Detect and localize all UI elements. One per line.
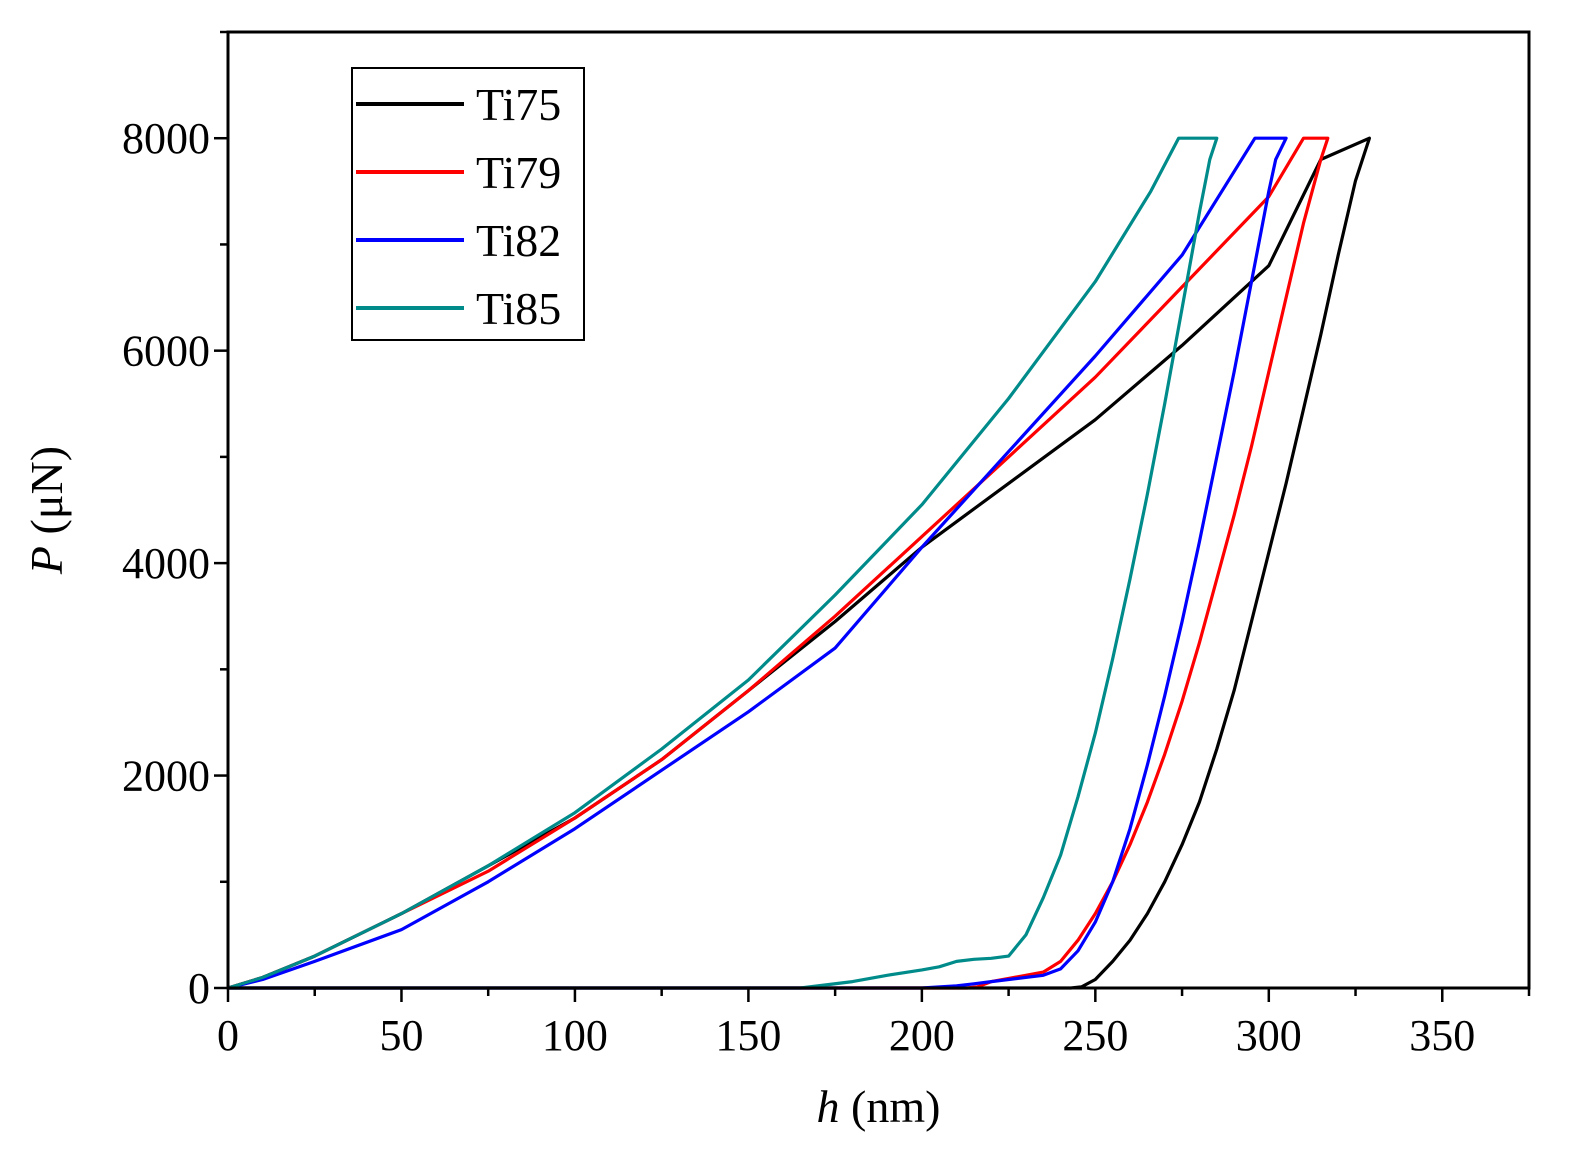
x-tick-label: 100 [542, 1011, 608, 1060]
axes-group: 0 50 100 150 200 250 300 350 0 2000 4000 6000 8000 h … [21, 30, 1531, 1132]
y-tick-label: 2000 [122, 752, 210, 801]
y-tick-label: 4000 [122, 539, 210, 588]
x-tick-label: 150 [715, 1011, 781, 1060]
legend: Ti75 Ti79 Ti82 Ti85 [351, 67, 585, 341]
x-axis-unit: (nm) [840, 1081, 941, 1132]
y-tick-label: 8000 [122, 114, 210, 163]
legend-box [351, 67, 585, 341]
legend-label-ti75: Ti75 [476, 79, 561, 130]
x-tick-label: 0 [217, 1011, 239, 1060]
legend-label-ti79: Ti79 [476, 147, 561, 198]
y-tick-label: 0 [188, 964, 210, 1013]
x-tick-label: 300 [1236, 1011, 1302, 1060]
x-tick-label: 50 [379, 1011, 423, 1060]
y-tick-label: 6000 [122, 327, 210, 376]
x-axis-symbol: h [817, 1081, 840, 1132]
x-axis-title: h (nm) [817, 1081, 941, 1132]
series-line-ti85 [226, 136, 1219, 990]
legend-label-ti85: Ti85 [476, 283, 561, 334]
series-line-ti79 [226, 136, 1330, 990]
x-tick-label: 200 [889, 1011, 955, 1060]
y-axis-title: P (μN) [21, 446, 72, 575]
y-axis-symbol: P [21, 546, 72, 575]
y-axis-unit: (μN) [21, 446, 72, 546]
series-line-ti82 [226, 136, 1288, 990]
x-tick-label: 350 [1409, 1011, 1475, 1060]
legend-label-ti82: Ti82 [476, 215, 561, 266]
plot-frame [226, 30, 1531, 990]
series-group [226, 136, 1372, 990]
x-tick-label: 250 [1062, 1011, 1128, 1060]
